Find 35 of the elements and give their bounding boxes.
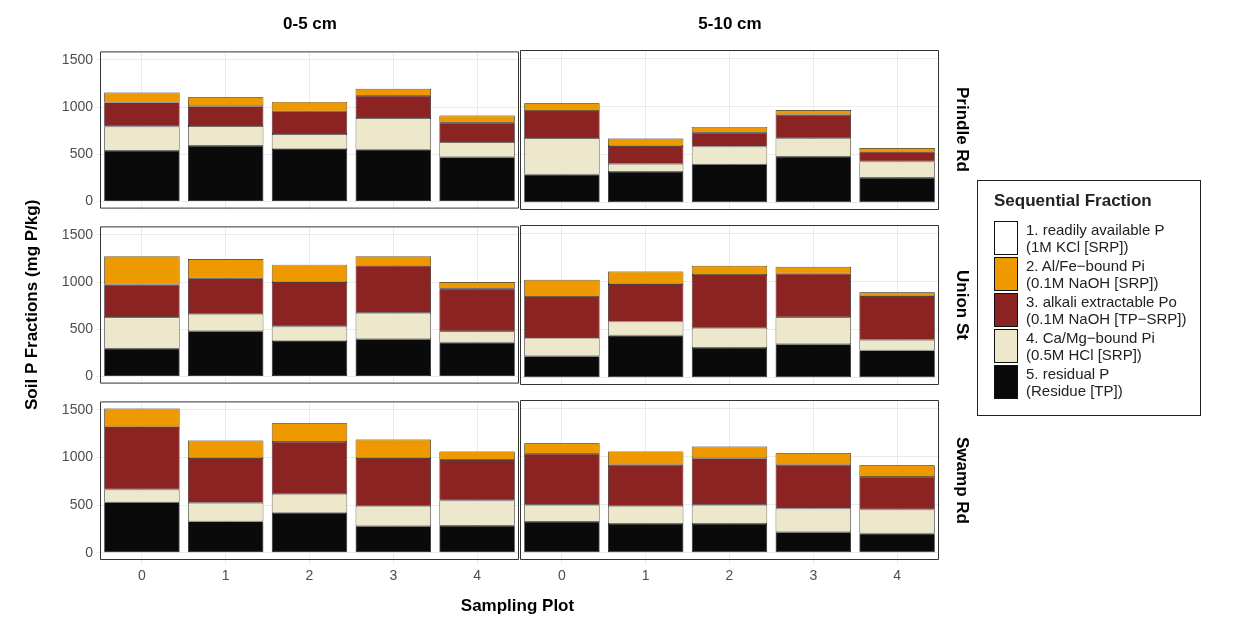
legend-label: 1. readily available P (1M KCl [SRP]) [1026, 221, 1165, 255]
y-tick-label: 1500 [61, 50, 94, 67]
x-tick-label: 3 [389, 567, 398, 584]
y-tick-label: 1000 [61, 272, 94, 289]
y-axis-title: Soil P Fractions (mg P/kg) [22, 199, 42, 411]
y2-axis-title: Union St [952, 270, 972, 340]
y-tick-label: 0 [85, 367, 94, 384]
x-axis-title: Sampling Plot [459, 596, 576, 616]
legend-title: Sequential Fraction [994, 191, 1153, 211]
x-tick-label: 4 [893, 567, 902, 584]
y-tick-label: 1500 [61, 225, 94, 242]
y-tick-label: 0 [85, 543, 94, 560]
x-tick-label: 0 [558, 567, 566, 584]
x-tick-label: 4 [473, 567, 482, 584]
y-tick-label: 1000 [61, 97, 94, 114]
y-tick-label: 500 [69, 320, 94, 337]
chart-title: 0-5 cm [282, 14, 338, 34]
legend-label: 3. alkali extractable Po (0.1M NaOH [TP−SRP]) [1026, 293, 1187, 327]
y-tick-label: 1000 [61, 448, 94, 465]
x-tick-label: 1 [221, 567, 230, 584]
x-tick-label: 3 [809, 567, 818, 584]
legend-label: 2. Al/Fe−bound Pi (0.1M NaOH [SRP]) [1026, 257, 1159, 291]
x-tick-label: 0 [138, 567, 146, 584]
y-tick-label: 500 [69, 145, 94, 162]
y2-axis-title: Swamp Rd [952, 436, 972, 524]
legend-label: 4. Ca/Mg−bound Pi (0.5M HCl [SRP]) [1026, 329, 1155, 363]
chart-title: 5-10 cm [697, 14, 763, 34]
y-tick-label: 500 [69, 496, 94, 513]
y2-axis-title: Prindle Rd [952, 87, 972, 173]
x-tick-label: 1 [641, 567, 650, 584]
x-tick-label: 2 [725, 567, 734, 584]
y-tick-label: 1500 [61, 400, 94, 417]
x-tick-label: 2 [305, 567, 314, 584]
y-tick-label: 0 [85, 192, 94, 209]
legend-label: 5. residual P (Residue [TP]) [1026, 365, 1123, 399]
